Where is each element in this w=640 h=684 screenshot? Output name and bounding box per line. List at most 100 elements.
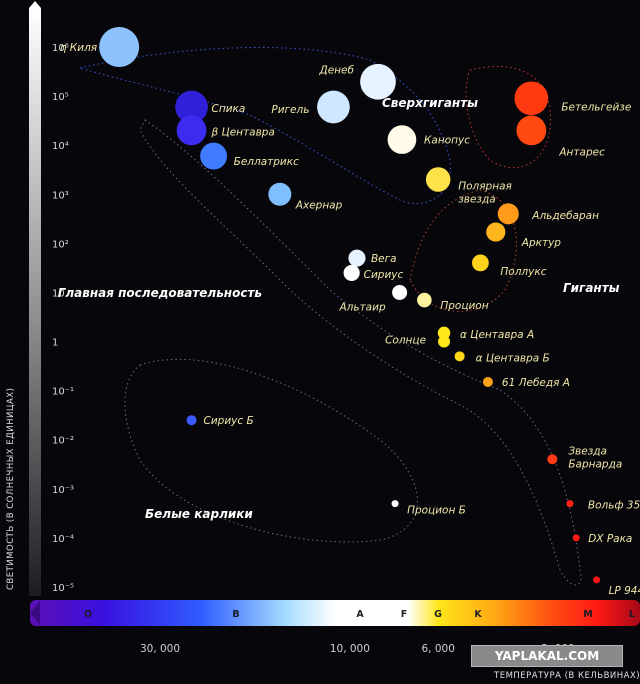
x-axis-title: ТЕМПЕРАТУРА (В КЕЛЬВИНАХ) [493, 671, 640, 681]
outline-giants [409, 189, 517, 312]
star-marker [417, 292, 432, 308]
star-marker [425, 167, 451, 192]
x-tick-label: 6, 000 [421, 643, 454, 655]
star-label: α Центавра Б [476, 352, 550, 364]
star-label: Альдебаран [531, 210, 599, 222]
star-marker [186, 415, 197, 426]
y-tick-label: 10⁻¹ [52, 387, 74, 398]
temperature-gradient-bar [30, 600, 640, 626]
star-label: Вега [371, 253, 397, 265]
spectral-class-f: F [401, 609, 408, 620]
star-marker [593, 576, 601, 584]
star-label: Процион [440, 300, 488, 312]
spectral-class-k: K [474, 609, 482, 620]
star-label: Солнце [385, 335, 426, 347]
y-tick-label: 10⁴ [52, 141, 69, 152]
star-marker [387, 125, 417, 154]
star-marker [317, 90, 350, 124]
star-marker [99, 27, 140, 67]
star-label: Звезда Барнарда [568, 445, 622, 470]
y-tick-label: 10 [52, 288, 65, 299]
star-label: α Центавра А [460, 329, 534, 341]
y-tick-label: 10³ [52, 190, 69, 201]
star-label: Канопус [424, 135, 470, 147]
star-markers [99, 27, 601, 584]
spectral-class-b: B [232, 609, 239, 620]
star-label: η Киля [60, 42, 97, 54]
y-tick-label: 10⁻³ [52, 485, 74, 496]
star-marker [360, 63, 396, 100]
star-label: LP 944-020 [609, 585, 640, 597]
star-label: Сириус [364, 269, 404, 281]
star-label: Спика [212, 103, 246, 115]
spectral-class-l: L [629, 609, 635, 620]
x-tick-label: 10, 000 [330, 643, 370, 655]
star-label: 61 Лебедя А [502, 377, 570, 389]
star-label: Поллукс [500, 266, 546, 278]
outline-supergiants [78, 47, 451, 205]
star-label: Вольф 359 [588, 500, 640, 512]
star-label: Ахернар [295, 199, 343, 211]
star-marker [516, 115, 547, 146]
star-label: Альтаир [338, 301, 385, 313]
star-marker [547, 454, 558, 465]
star-marker [566, 500, 574, 508]
star-marker [175, 90, 208, 124]
star-marker [437, 326, 451, 340]
star-marker [391, 500, 399, 508]
star-marker [176, 115, 207, 146]
region-label-supergiants: Сверхгиганты [382, 96, 478, 110]
y-tick-label: 10² [52, 239, 69, 250]
star-label: Процион Б [407, 505, 466, 517]
region-label-giants: Гиганты [563, 281, 620, 295]
star-label: Ригель [271, 104, 309, 116]
star-marker [454, 351, 465, 362]
star-label: DX Рака [588, 533, 632, 545]
y-axis-title: СВЕТИМОСТЬ (В СОЛНЕЧНЫХ ЕДИНИЦАХ) [6, 388, 16, 590]
region-label-white-dwarfs: Белые карлики [145, 507, 253, 521]
star-label: Сириус Б [204, 415, 254, 427]
region-outlines [78, 47, 582, 586]
x-tick-label: 30, 000 [140, 643, 180, 655]
watermark: YAPLAKAL.COM [471, 645, 623, 667]
temperature-left-arrow-icon [30, 601, 40, 625]
y-tick-label: 10⁵ [52, 92, 69, 103]
star-label: Арктур [521, 237, 562, 249]
spectral-class-a: A [356, 609, 364, 620]
star-label: Беллатрикс [234, 156, 299, 168]
luminosity-scale-bar [29, 8, 41, 596]
region-label-main-sequence: Главная последовательность [58, 286, 262, 300]
outline-supergiants-red [465, 65, 551, 169]
star-marker [572, 534, 580, 542]
y-tick-label: 10⁶ [52, 43, 69, 54]
y-tick-label: 10⁻⁵ [52, 583, 74, 594]
star-marker [486, 222, 506, 242]
y-axis-ticks: 10⁶ 10⁵ 10⁴ 10³ 10² 10 1 10⁻¹ 10⁻² 10⁻³ 10⁻⁴ 10⁻⁵ [52, 43, 74, 594]
y-tick-label: 10⁻² [52, 436, 74, 447]
star-marker [343, 264, 360, 282]
y-tick-label: 10⁻⁴ [52, 534, 74, 545]
luminosity-arrow-icon [29, 1, 41, 8]
star-marker [482, 376, 493, 387]
star-marker [471, 254, 489, 272]
y-tick-label: 1 [52, 338, 58, 349]
star-marker [438, 335, 451, 348]
star-label: Денеб [319, 65, 355, 77]
star-label: Антарес [558, 146, 605, 158]
star-marker [514, 81, 549, 116]
spectral-class-o: O [84, 609, 92, 620]
star-label: Бетельгейзе [561, 101, 631, 113]
star-labels: η Киля Денеб Ригель Спика β Центавра Беллатри… [60, 42, 640, 597]
star-label: β Центавра [211, 126, 275, 138]
outline-white-dwarfs [124, 358, 418, 543]
star-marker [348, 249, 366, 267]
star-marker [268, 182, 292, 206]
spectral-class-m: M [583, 609, 592, 620]
star-marker [497, 203, 519, 225]
spectral-class-g: G [434, 609, 442, 620]
star-marker [200, 142, 228, 170]
star-label: Полярная звезда [458, 180, 512, 205]
